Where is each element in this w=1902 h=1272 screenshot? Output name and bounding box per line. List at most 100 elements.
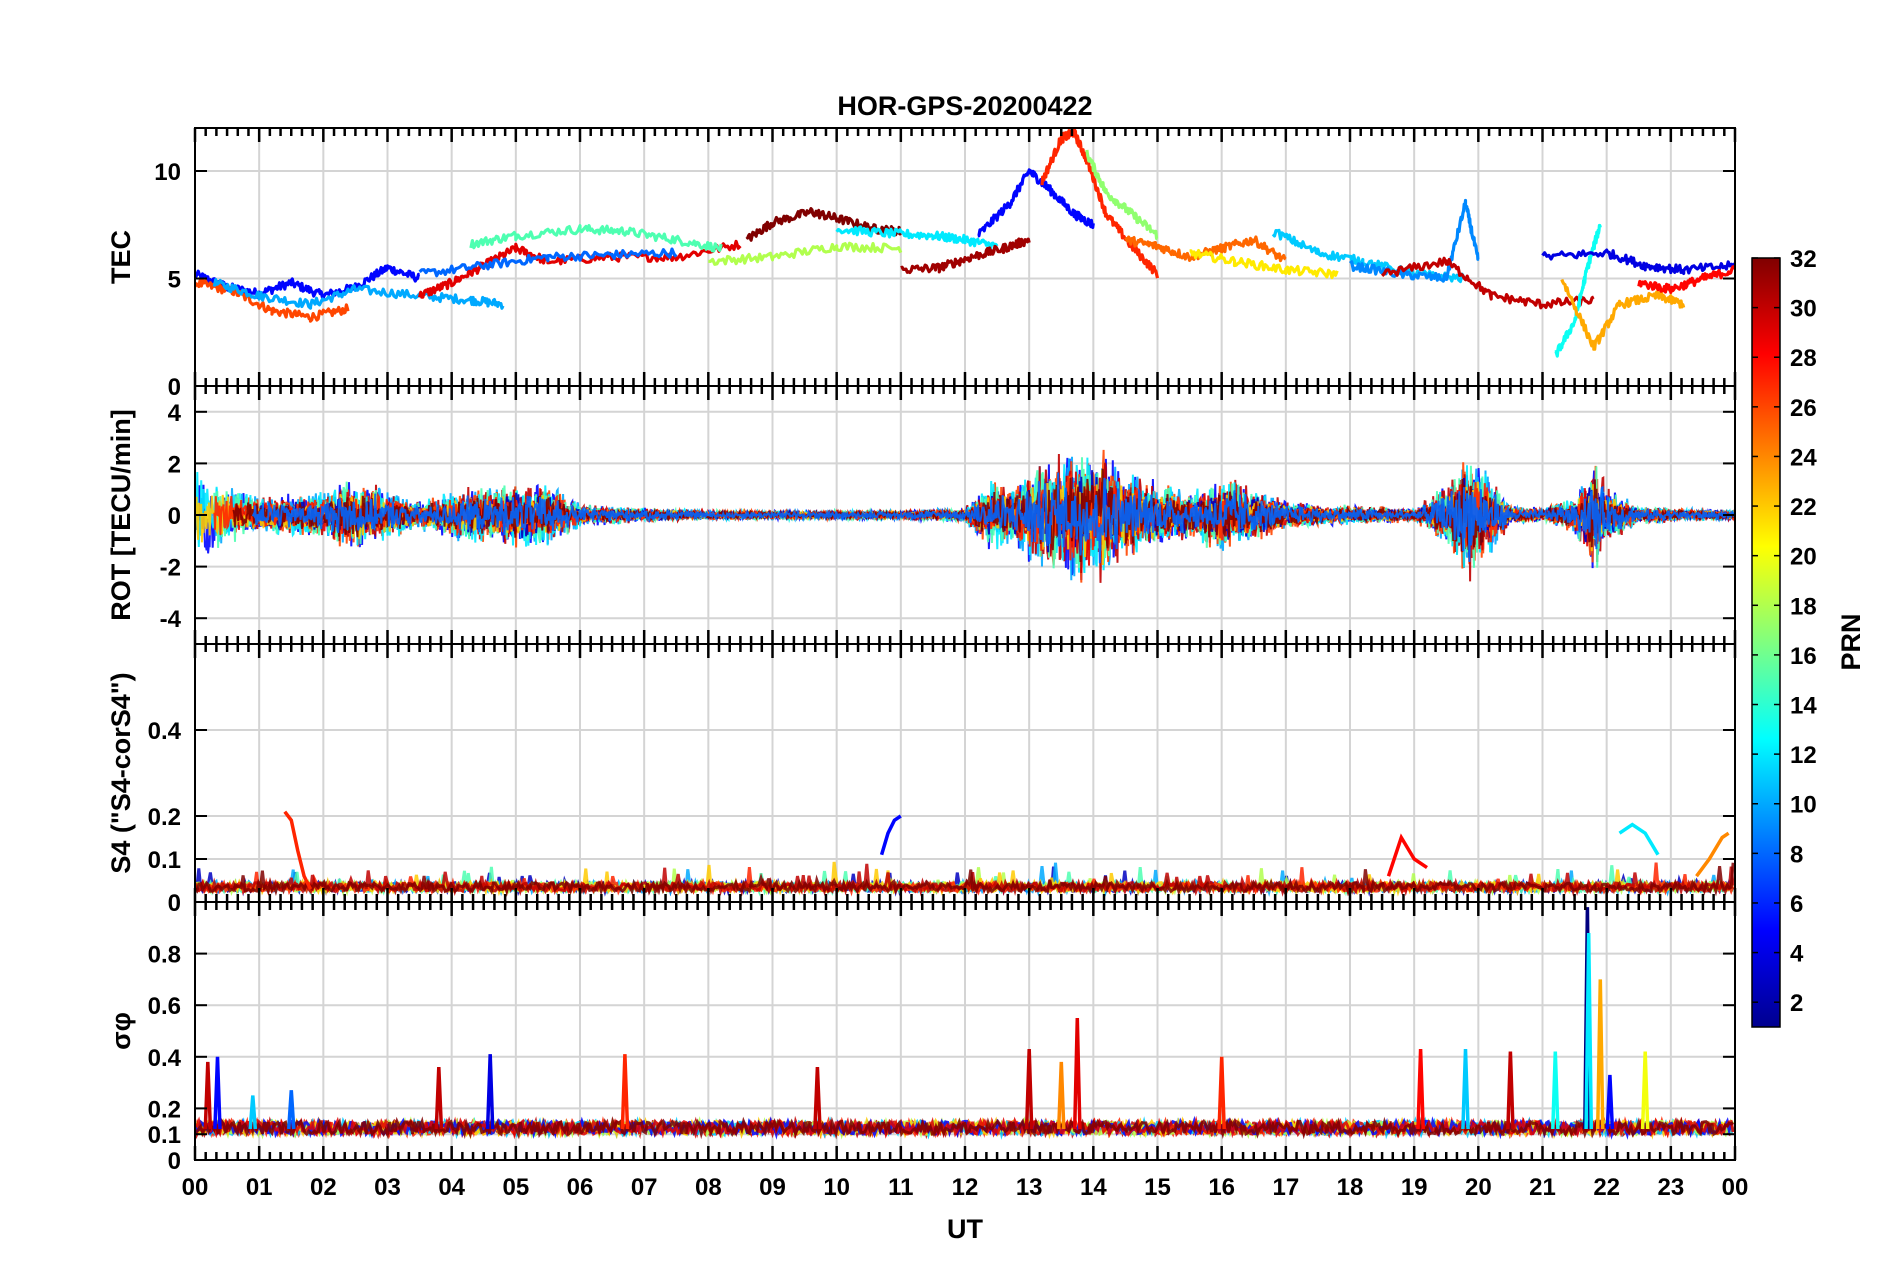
colorbar-tick-label: 2 bbox=[1790, 990, 1803, 1017]
panel-ticks bbox=[193, 902, 1737, 1161]
tec-trace-prn-31 bbox=[900, 237, 1031, 275]
colorbar-tick-label: 20 bbox=[1790, 544, 1817, 571]
s4-trace-prn-32 bbox=[195, 862, 1735, 897]
grid-sigma_phi bbox=[194, 902, 1736, 1161]
colorbar-tick-label: 8 bbox=[1790, 841, 1803, 868]
x-tick-label: 14 bbox=[1080, 1174, 1107, 1201]
x-tick-label: 17 bbox=[1272, 1174, 1299, 1201]
colorbar-label: PRN bbox=[1836, 613, 1866, 670]
s4-highlight-prn-12 bbox=[1618, 822, 1660, 856]
traces-tec bbox=[195, 128, 1735, 358]
x-tick-label: 11 bbox=[888, 1174, 913, 1201]
colorbar-tick-label: 28 bbox=[1790, 345, 1817, 372]
x-tick-label: 12 bbox=[952, 1174, 979, 1201]
tec-trace-prn-25 bbox=[1124, 235, 1287, 263]
x-tick-label: 01 bbox=[246, 1174, 273, 1201]
panel-rot: -4 -2 0 2 4 ROT [TECU/min] bbox=[106, 385, 1737, 645]
colorbar-tick-label: 22 bbox=[1790, 494, 1817, 521]
y-tick-label: 4 bbox=[168, 400, 182, 427]
sigma-spike-prn-27 bbox=[1217, 1056, 1226, 1130]
s4-highlight-prn-24 bbox=[1695, 831, 1730, 878]
sigma-spike-prn-8 bbox=[286, 1090, 296, 1130]
colorbar-tick-label: 10 bbox=[1790, 792, 1817, 819]
y-tick-label: -2 bbox=[160, 555, 181, 582]
tec-trace-prn-23 bbox=[1560, 278, 1686, 351]
colorbar-tick-label: 26 bbox=[1790, 395, 1817, 422]
y-axis-label-sigma_phi: σφ bbox=[106, 1012, 136, 1050]
x-tick-label: 00 bbox=[182, 1174, 209, 1201]
x-tick-label: 02 bbox=[310, 1174, 337, 1201]
panel-ticks bbox=[193, 128, 1737, 387]
y-tick-label: 5 bbox=[168, 267, 181, 294]
y-tick-label: 0 bbox=[168, 503, 181, 530]
colorbar-tick-label: 18 bbox=[1790, 593, 1817, 620]
tec-trace-prn-26 bbox=[195, 278, 350, 323]
x-axis: 00 01 02 03 04 05 06 07 08 09 10 11 12 13 14 15 16 17 18 19… bbox=[182, 1174, 1749, 1201]
tec-trace-prn-5 bbox=[977, 168, 1095, 238]
y-tick-label: 0.6 bbox=[148, 993, 181, 1020]
tec-trace-prn-8 bbox=[418, 247, 678, 278]
colorbar-tick-label: 30 bbox=[1790, 296, 1817, 323]
y-tick-label: 10 bbox=[154, 159, 181, 186]
y-axis-label-s4: S4 ("S4-corS4") bbox=[106, 672, 136, 873]
y-tick-label: 0.2 bbox=[148, 804, 181, 831]
colorbar-tick-label: 4 bbox=[1790, 941, 1804, 968]
s4-highlight-prn-28 bbox=[1386, 833, 1428, 877]
y-tick-label: 2 bbox=[168, 451, 181, 478]
chart-title: HOR-GPS-20200422 bbox=[837, 91, 1092, 121]
x-tick-label: 16 bbox=[1208, 1174, 1235, 1201]
s4-highlight-prn-27 bbox=[283, 810, 313, 890]
y-axis-label-tec: TEC bbox=[106, 230, 136, 284]
x-tick-label: 03 bbox=[374, 1174, 401, 1201]
sigma-spike-prn-5 bbox=[1605, 1074, 1615, 1130]
y-tick-label: 0 bbox=[168, 1148, 181, 1175]
colorbar-tick-label: 32 bbox=[1790, 246, 1817, 273]
x-tick-label: 08 bbox=[695, 1174, 722, 1201]
colorbar-tick-label: 14 bbox=[1790, 693, 1817, 720]
panel-s4: 0 0.1 0.2 0.4 S4 ("S4-corS4") bbox=[106, 643, 1737, 917]
x-tick-label: 22 bbox=[1593, 1174, 1620, 1201]
grid-s4 bbox=[194, 644, 1736, 903]
sigma-spike-prn-11 bbox=[248, 1095, 258, 1130]
sigma-spike-prn-30 bbox=[203, 1061, 213, 1130]
y-tick-label: 0.4 bbox=[148, 1045, 182, 1072]
sigma-spike-prn-27 bbox=[620, 1054, 630, 1130]
colorbar-tick-label: 12 bbox=[1790, 742, 1817, 769]
x-tick-label: 18 bbox=[1337, 1174, 1364, 1201]
x-tick-label: 05 bbox=[502, 1174, 529, 1201]
panel-sigma_phi: 00.10.2 0.4 0.6 0.8 σφ bbox=[106, 901, 1737, 1175]
tec-trace-prn-27 bbox=[1040, 128, 1160, 279]
sigma-spike-prn-5 bbox=[213, 1056, 222, 1130]
sigma-spike-prn-30 bbox=[1506, 1051, 1515, 1130]
tec-trace-prn-28 bbox=[1637, 265, 1735, 294]
tec-trace-prn-13 bbox=[1554, 223, 1602, 358]
tec-trace-prn-12 bbox=[835, 225, 999, 251]
tec-trace-prn-4 bbox=[1541, 248, 1735, 275]
sigma-spike-prn-13 bbox=[1551, 1051, 1560, 1130]
x-tick-label: 20 bbox=[1465, 1174, 1492, 1201]
sigma-spike-prn-20 bbox=[1640, 1051, 1650, 1130]
x-tick-label: 09 bbox=[759, 1174, 786, 1201]
x-axis-label: UT bbox=[947, 1214, 983, 1244]
y-axis-label-rot: ROT [TECU/min] bbox=[106, 409, 136, 620]
tec-trace-prn-21 bbox=[1189, 249, 1339, 280]
x-tick-label: 23 bbox=[1657, 1174, 1684, 1201]
x-tick-label: 21 bbox=[1529, 1174, 1556, 1201]
y-tick-label: 0 bbox=[168, 890, 181, 917]
sigma-trace-prn-32 bbox=[195, 1116, 1734, 1140]
y-tick-label: 0 bbox=[168, 374, 181, 401]
panel-ticks bbox=[193, 386, 1737, 644]
sigma-spike-prn-24 bbox=[1056, 1061, 1066, 1130]
tec-trace-prn-32 bbox=[745, 207, 902, 242]
y-tick-label: 0.4 bbox=[148, 718, 182, 745]
x-tick-label: 06 bbox=[567, 1174, 594, 1201]
tec-trace-prn-18 bbox=[708, 241, 903, 266]
s4-highlight-prn-5 bbox=[879, 814, 902, 856]
colorbar-tick-label: 16 bbox=[1790, 643, 1817, 670]
y-tick-label: 0.8 bbox=[148, 942, 181, 969]
sigma-spike-prn-30 bbox=[813, 1067, 822, 1130]
sigma-spike-prn-28 bbox=[1416, 1049, 1425, 1130]
